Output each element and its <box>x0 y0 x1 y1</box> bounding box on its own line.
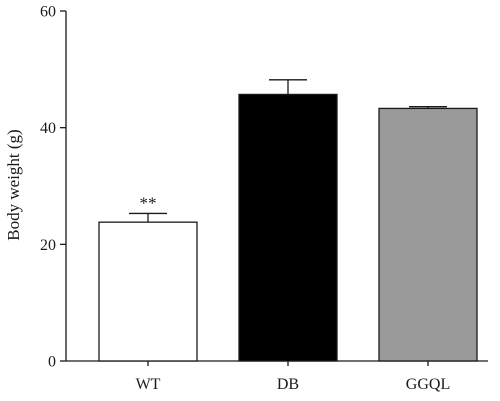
y-tick-label: 0 <box>48 354 56 371</box>
bar-wt <box>98 221 198 362</box>
significance-marker: ** <box>140 193 157 212</box>
y-axis-title: Body weight (g) <box>4 129 23 240</box>
x-tick-label: GGQL <box>406 376 450 393</box>
y-tick-label: 20 <box>40 237 56 254</box>
bar-db <box>238 93 338 362</box>
plot-area: 0 20 40 60 WT DB GGQL ** <box>40 4 488 393</box>
y-tick-label: 40 <box>40 120 56 137</box>
y-tick-label: 60 <box>40 4 56 21</box>
bar-ggql <box>378 107 478 362</box>
x-tick-label: WT <box>136 376 161 393</box>
x-tick-label: DB <box>277 376 299 393</box>
